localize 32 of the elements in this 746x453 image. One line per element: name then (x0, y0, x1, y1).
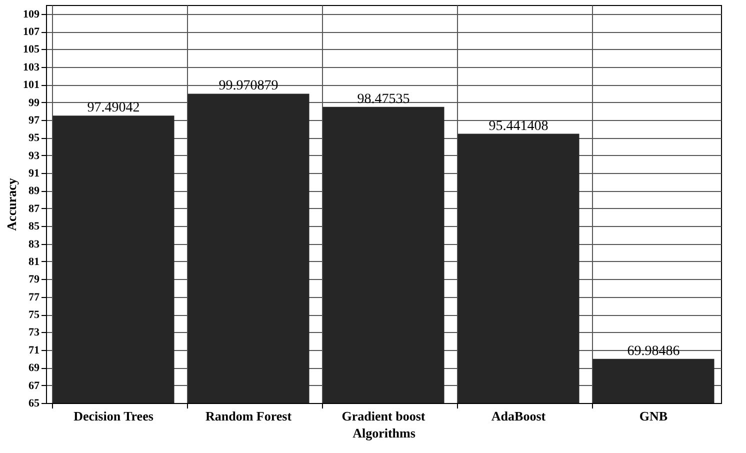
y-axis-title: Accuracy (4, 178, 19, 231)
y-tick-label: 81 (28, 256, 40, 268)
x-tick-label: GNB (639, 408, 668, 424)
y-tick-label: 101 (23, 79, 40, 92)
y-tick-label: 71 (28, 344, 40, 356)
x-tick-label: Gradient boost (342, 408, 426, 424)
y-tick-label: 83 (28, 238, 40, 250)
y-tick-label: 91 (28, 168, 40, 180)
y-tick-label: 99 (28, 96, 40, 109)
y-tick-label: 107 (23, 26, 40, 38)
y-tick-label: 97 (28, 114, 40, 126)
x-tick-label: Decision Trees (74, 408, 154, 424)
data-label: 95.441408 (488, 118, 548, 134)
x-tick-label: AdaBoost (491, 408, 546, 424)
y-tick-label: 69 (28, 362, 40, 374)
y-tick-label: 95 (28, 132, 40, 144)
x-tick-label: Random Forest (205, 408, 292, 424)
y-tick-label: 77 (28, 291, 40, 304)
y-tick-label: 85 (28, 220, 40, 233)
y-tick-label: 89 (28, 185, 40, 198)
y-tick-label: 75 (28, 309, 40, 322)
y-tick-label: 73 (28, 326, 40, 339)
y-tick-label: 65 (28, 398, 40, 410)
y-tick-label: 93 (28, 150, 40, 162)
y-tick-label: 87 (28, 202, 40, 215)
y-tick-label: 103 (23, 61, 40, 74)
y-tick-label: 109 (23, 8, 40, 20)
y-tick-label: 79 (28, 274, 40, 286)
data-label: 97.49042 (87, 100, 140, 116)
x-axis-title: Algorithms (352, 426, 416, 440)
y-tick-label: 105 (23, 44, 40, 56)
y-tick-label: 67 (28, 380, 40, 392)
